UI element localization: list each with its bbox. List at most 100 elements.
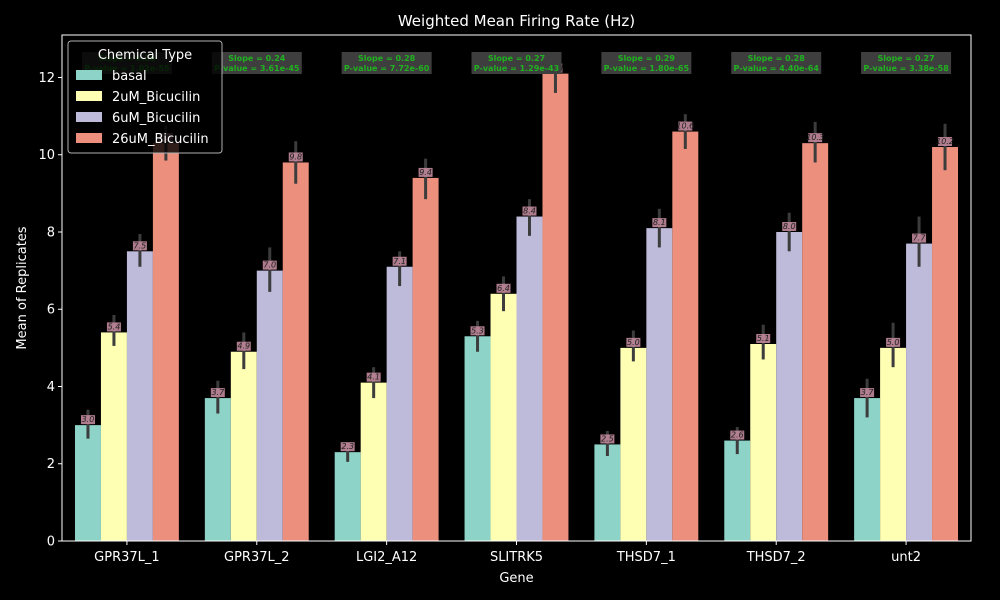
value-label-bg (106, 322, 121, 332)
value-label: 2.6 (731, 431, 744, 440)
bar-6uM_Bicucilin-LGI2_A12 (386, 266, 413, 541)
stat-slope: Slope = 0.28 (358, 54, 416, 63)
bar-basal-unt2 (854, 398, 881, 541)
stat-slope: Slope = 0.29 (618, 54, 676, 63)
stat-pvalue: P-value = 4.40e-64 (734, 64, 820, 73)
bar-basal-THSD7_1 (594, 444, 621, 541)
bar-basal-GPR37L_2 (204, 398, 231, 541)
bar-26uM_Bicucilin-unt2 (932, 147, 959, 542)
x-tick-label: SLITRK5 (490, 550, 543, 565)
x-tick-label: GPR37L_2 (224, 550, 290, 565)
bar-26uM_Bicucilin-GPR37L_1 (152, 143, 179, 542)
legend-swatch (76, 70, 102, 80)
legend-label: 26uM_Bicucilin (112, 132, 209, 147)
legend-swatch (76, 91, 102, 101)
stat-pvalue: P-value = 1.29e-43 (474, 64, 559, 73)
stat-box (341, 52, 432, 74)
stat-slope: Slope = 0.27 (488, 54, 545, 63)
value-label-bg (236, 341, 251, 351)
value-label: 5.4 (108, 322, 121, 331)
value-label-bg (522, 206, 537, 216)
bar-26uM_Bicucilin-GPR37L_2 (282, 162, 309, 542)
y-tick-label: 8 (47, 225, 55, 240)
bar-26uM_Bicucilin-THSD7_2 (802, 143, 829, 542)
value-label: 3.7 (861, 388, 875, 397)
value-label: 9.8 (289, 152, 302, 161)
value-label: 7.5 (134, 241, 147, 250)
stat-pvalue: P-value = 7.72e-60 (344, 64, 430, 73)
value-label-bg (886, 337, 901, 347)
bar-6uM_Bicucilin-GPR37L_2 (256, 270, 283, 541)
value-label: 6.4 (497, 284, 510, 293)
bar-basal-GPR37L_1 (74, 425, 101, 541)
value-label: 5.0 (627, 338, 640, 347)
stat-slope: Slope = 0.27 (877, 54, 934, 63)
bar-2uM_Bicucilin-THSD7_2 (750, 344, 777, 541)
x-tick-label: LGI2_A12 (356, 550, 417, 565)
value-label: 10.2 (936, 137, 954, 146)
chart-title: Weighted Mean Firing Rate (Hz) (398, 12, 635, 30)
stat-box (471, 52, 562, 74)
y-tick-label: 0 (47, 535, 55, 550)
stat-pvalue: P-value = 1.80e-65 (604, 64, 690, 73)
value-label: 8.1 (653, 218, 666, 227)
value-label-bg (756, 334, 771, 344)
value-label-bg (652, 218, 667, 228)
stat-box (601, 52, 692, 74)
bar-2uM_Bicucilin-SLITRK5 (490, 293, 517, 541)
stat-box (731, 52, 822, 74)
y-tick-label: 6 (47, 303, 55, 318)
value-label: 10.6 (676, 122, 694, 131)
legend-label: 6uM_Bicucilin (112, 111, 200, 126)
value-label: 5.0 (887, 338, 900, 347)
stat-pvalue: P-value = 3.38e-58 (863, 64, 949, 73)
value-label: 7.0 (263, 261, 276, 270)
y-tick-label: 4 (47, 380, 55, 395)
value-label: 5.1 (757, 334, 770, 343)
value-label: 4.1 (367, 373, 380, 382)
value-label-bg (626, 337, 641, 347)
stat-slope: Slope = 0.28 (748, 54, 806, 63)
value-label-bg (262, 260, 277, 270)
legend-swatch (76, 133, 102, 143)
stat-box (211, 52, 302, 74)
value-label: 3.7 (211, 388, 225, 397)
y-tick-label: 2 (47, 457, 55, 472)
bar-26uM_Bicucilin-LGI2_A12 (412, 177, 439, 542)
bar-basal-SLITRK5 (464, 336, 491, 541)
y-axis-title: Mean of Replicates (15, 226, 30, 349)
value-label-bg (730, 430, 745, 440)
legend-box (67, 40, 223, 154)
x-tick-label: GPR37L_1 (94, 550, 160, 565)
value-label-bg (782, 221, 797, 231)
legend-label: 2uM_Bicucilin (112, 90, 200, 105)
value-label-bg (808, 133, 823, 143)
legend-swatch (76, 112, 102, 122)
bar-2uM_Bicucilin-unt2 (880, 347, 907, 541)
value-label: 3.0 (82, 415, 95, 424)
bar-26uM_Bicucilin-SLITRK5 (542, 73, 569, 542)
value-label: 7.1 (393, 257, 406, 266)
x-tick-label: unt2 (891, 550, 921, 565)
x-tick-label: THSD7_2 (746, 550, 806, 565)
value-label-bg (132, 241, 147, 251)
value-label: 10.3 (806, 133, 824, 142)
value-label-bg (600, 434, 615, 444)
legend-label: basal (112, 69, 147, 84)
value-label: 4.9 (237, 342, 250, 351)
value-label-bg (496, 283, 511, 293)
bar-6uM_Bicucilin-SLITRK5 (516, 216, 543, 541)
bar-6uM_Bicucilin-unt2 (906, 243, 933, 542)
value-label-bg (288, 152, 303, 162)
bar-basal-THSD7_2 (724, 440, 751, 541)
bar-6uM_Bicucilin-GPR37L_1 (126, 251, 153, 541)
value-label-bg (418, 167, 433, 177)
value-label: 8.0 (783, 222, 796, 231)
value-label-bg (912, 233, 927, 243)
value-label: 2.3 (341, 442, 354, 451)
y-tick-label: 10 (38, 148, 55, 163)
value-label-bg (210, 388, 225, 398)
stat-slope: Slope = 0.24 (228, 54, 286, 63)
